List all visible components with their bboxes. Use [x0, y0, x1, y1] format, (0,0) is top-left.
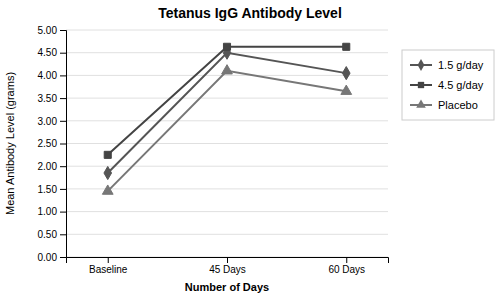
grid-line — [66, 211, 388, 212]
x-tick-label: 45 Days — [209, 264, 246, 275]
y-tick: 5.00 — [38, 25, 66, 36]
x-axis: Baseline 45 Days 60 Days — [67, 257, 389, 275]
y-tick-mark — [60, 166, 66, 167]
legend-label: 1.5 g/day — [438, 59, 484, 71]
series-line — [108, 47, 347, 155]
x-tick-mark — [346, 257, 347, 263]
x-tick-label: 60 Days — [328, 264, 365, 275]
series-point — [343, 43, 350, 50]
y-tick-mark — [60, 53, 66, 54]
grid — [66, 30, 388, 257]
x-tick-mark — [227, 257, 228, 263]
x-tick: 60 Days — [328, 257, 365, 275]
title: Tetanus IgG Antibody Level — [158, 5, 342, 21]
x-axis-line — [67, 258, 389, 264]
y-tick: 2.00 — [38, 161, 66, 172]
series — [104, 43, 350, 158]
legend-item: Placebo — [410, 99, 478, 111]
x-tick: 45 Days — [209, 257, 246, 275]
series-point — [104, 151, 111, 158]
grid-line — [66, 143, 388, 144]
y-tick: 1.00 — [38, 206, 66, 217]
grid-line — [66, 30, 388, 31]
x-tick-mark — [108, 257, 109, 263]
legend-swatch-marker — [418, 59, 425, 71]
legend-swatch-marker — [416, 99, 426, 107]
plot-area: Baseline 45 Days 60 Days 0.00 0.50 1.00 1.50 2.… — [38, 25, 389, 275]
y-tick-mark — [60, 75, 66, 76]
y-tick: 0.00 — [38, 252, 66, 263]
series-point — [341, 85, 352, 94]
y-tick: 2.50 — [38, 138, 66, 149]
x-tick: Baseline — [89, 257, 128, 275]
x-axis-title: Number of Days — [185, 281, 269, 293]
y-tick-mark — [60, 189, 66, 190]
series — [102, 65, 351, 195]
legend-label: Placebo — [438, 99, 478, 111]
y-tick-label: 2.50 — [38, 138, 58, 149]
y-axis: 0.00 0.50 1.00 1.50 2.00 2.50 3.00 3.50 4.00 4.50… — [38, 25, 67, 263]
legend-label: 4.5 g/day — [438, 79, 484, 91]
grid-line — [66, 120, 388, 121]
series-point — [342, 67, 350, 80]
y-tick-mark — [60, 98, 66, 99]
y-tick-mark — [60, 30, 66, 31]
y-tick: 0.50 — [38, 229, 66, 240]
y-tick-label: 1.00 — [38, 206, 58, 217]
grid-line — [66, 188, 388, 189]
y-tick-label: 0.50 — [38, 229, 58, 240]
grid-line — [66, 98, 388, 99]
y-tick-label: 0.00 — [38, 252, 58, 263]
y-tick-label: 3.00 — [38, 116, 58, 127]
y-tick-mark — [60, 121, 66, 122]
legend-swatch-marker — [418, 82, 424, 88]
y-tick: 3.50 — [38, 93, 66, 104]
y-tick-label: 1.50 — [38, 184, 58, 195]
series-point — [222, 65, 233, 74]
series — [104, 46, 350, 179]
y-tick-label: 4.50 — [38, 47, 58, 58]
y-tick-label: 3.50 — [38, 93, 58, 104]
series-line — [108, 71, 347, 191]
y-tick-mark — [60, 212, 66, 213]
y-tick-mark — [60, 257, 66, 258]
series-point — [104, 166, 112, 179]
y-axis-line — [60, 31, 67, 258]
series-point — [223, 43, 230, 50]
y-tick-label: 5.00 — [38, 25, 58, 36]
legend-item: 1.5 g/day — [410, 59, 484, 71]
y-tick: 4.00 — [38, 70, 66, 81]
legend-item: 4.5 g/day — [410, 79, 484, 91]
y-tick: 4.50 — [38, 47, 66, 58]
grid-line — [66, 234, 388, 235]
series-point — [102, 185, 113, 194]
y-tick-mark — [60, 144, 66, 145]
y-tick: 3.00 — [38, 116, 66, 127]
y-tick-label: 2.00 — [38, 161, 58, 172]
x-tick-label: Baseline — [89, 264, 128, 275]
y-tick-label: 4.00 — [38, 70, 58, 81]
y-axis-title: Mean Antibody Level (grams) — [4, 72, 16, 215]
legend-frame — [402, 50, 494, 120]
y-tick: 1.50 — [38, 184, 66, 195]
series-group — [102, 43, 351, 194]
legend: 1.5 g/day 4.5 g/day Placebo — [402, 50, 494, 120]
chart: Baseline 45 Days 60 Days 0.00 0.50 1.00 1.50 2.… — [0, 0, 500, 299]
grid-line — [66, 75, 388, 76]
y-tick-mark — [60, 234, 66, 235]
